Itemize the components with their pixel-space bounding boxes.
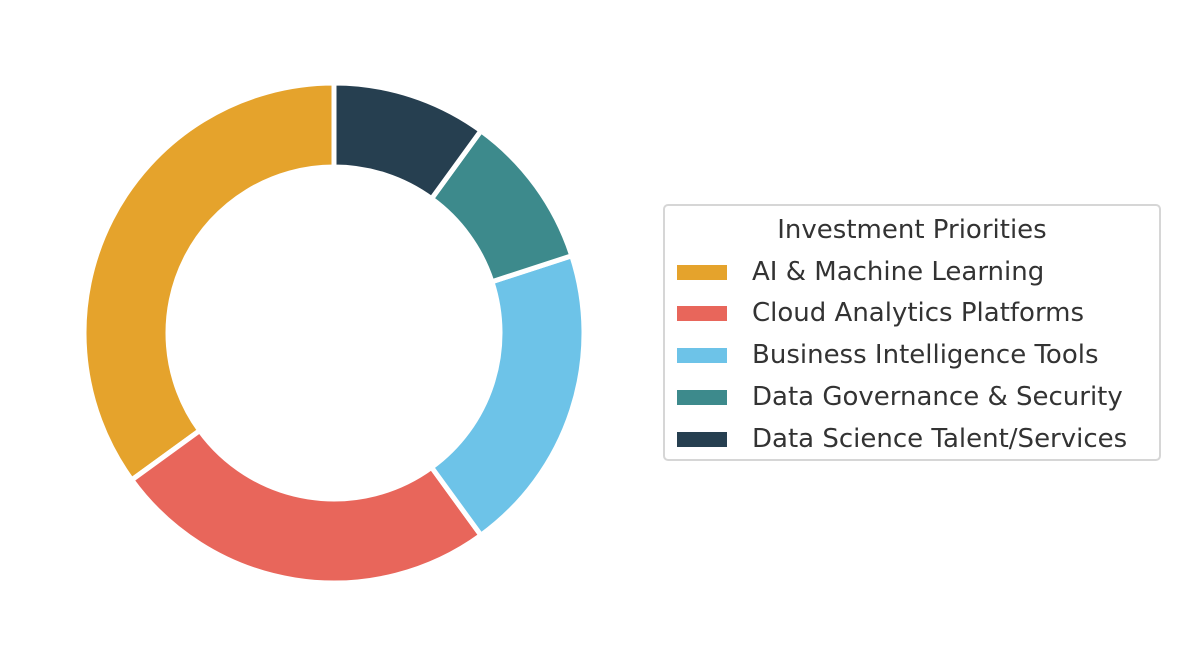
legend-label-4: Data Governance & Security: [752, 382, 1123, 412]
legend-label-1: AI & Machine Learning: [752, 257, 1045, 287]
legend-label-3: Business Intelligence Tools: [752, 340, 1099, 370]
legend-entry-2: Cloud Analytics Platforms: [677, 293, 1084, 333]
donut-slice-3: [428, 252, 587, 539]
legend-swatch-1: [677, 264, 727, 280]
legend-swatch-2: [677, 305, 727, 321]
legend-label-2: Cloud Analytics Platforms: [752, 298, 1085, 328]
legend-swatch-3: [677, 347, 727, 363]
legend-label-5: Data Science Talent/Services: [752, 424, 1128, 454]
legend-entry-1: AI & Machine Learning: [677, 252, 1044, 292]
legend-entry-4: Data Governance & Security: [677, 377, 1123, 417]
legend: Investment Priorities AI & Machine Learn…: [663, 204, 1161, 461]
legend-title: Investment Priorities: [777, 215, 1047, 245]
legend-entry-3: Business Intelligence Tools: [677, 335, 1099, 375]
legend-entry-5: Data Science Talent/Services: [677, 419, 1127, 459]
donut-slice-1: [81, 80, 337, 484]
legend-swatch-5: [677, 431, 727, 447]
legend-swatch-4: [677, 389, 727, 405]
donut-slice-2: [128, 427, 485, 586]
donut-slice-5: [331, 80, 485, 203]
donut-slices: [81, 80, 587, 586]
